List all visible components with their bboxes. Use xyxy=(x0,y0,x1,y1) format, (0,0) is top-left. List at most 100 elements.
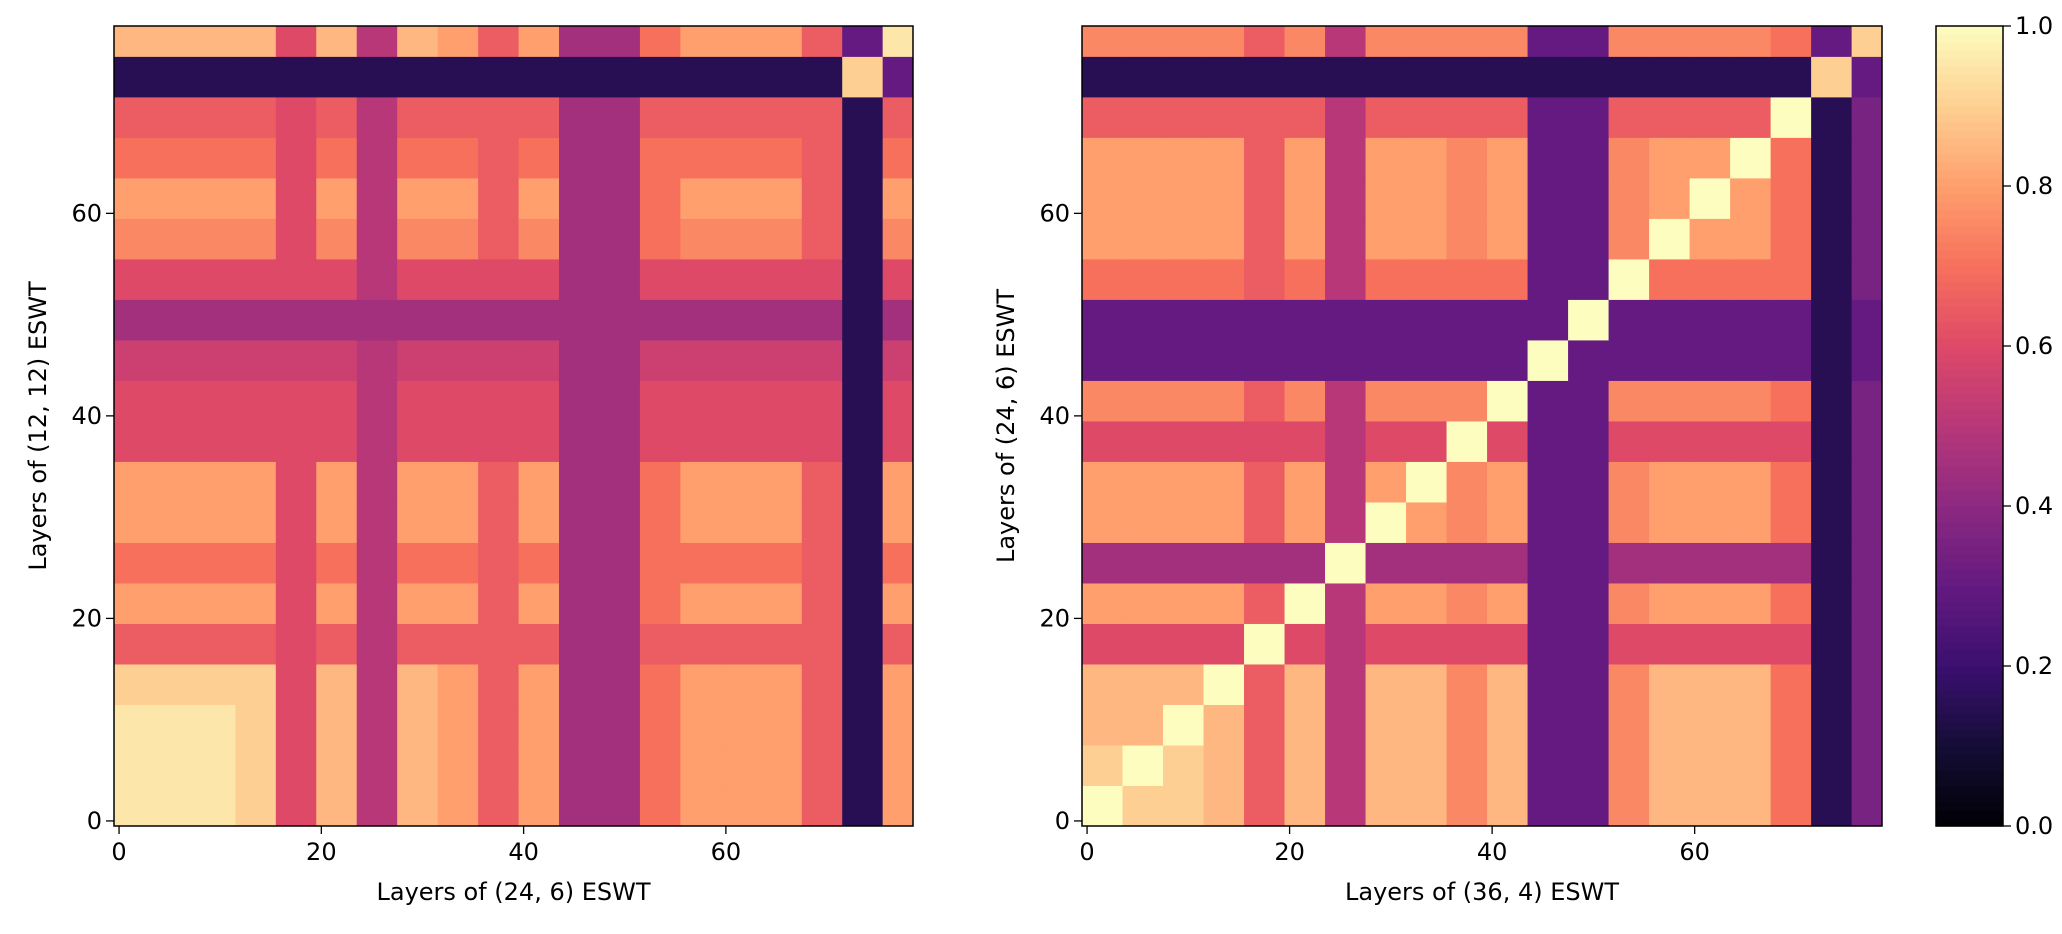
heatmap-cell xyxy=(1851,177,1883,219)
heatmap-cell xyxy=(356,380,398,422)
heatmap-cell xyxy=(1811,218,1853,260)
heatmap-cell xyxy=(1365,339,1407,381)
heatmap-cell xyxy=(1284,56,1326,98)
heatmap-cell xyxy=(1649,258,1691,300)
heatmap-cell xyxy=(559,420,600,462)
heatmap-cell xyxy=(761,461,803,503)
heatmap-cell xyxy=(1568,663,1610,705)
heatmap-cell xyxy=(1122,380,1164,422)
heatmap-cell xyxy=(1851,704,1883,746)
heatmap-cell xyxy=(1284,137,1326,179)
heatmap-cell xyxy=(559,339,600,381)
heatmap-cell xyxy=(639,623,681,665)
colorbar-swatch xyxy=(1936,370,2003,379)
heatmap-cell xyxy=(397,582,439,624)
colorbar-swatch xyxy=(1936,546,2003,555)
heatmap-cell xyxy=(275,218,317,260)
heatmap-cell xyxy=(1689,542,1731,584)
heatmap-cell xyxy=(882,582,914,624)
heatmap-cell xyxy=(114,663,155,705)
heatmap-cell xyxy=(599,420,641,462)
heatmap-cell xyxy=(235,218,277,260)
heatmap-cell xyxy=(1568,177,1610,219)
heatmap-cell xyxy=(599,218,641,260)
heatmap-cell xyxy=(316,744,358,786)
heatmap-cell xyxy=(235,420,277,462)
heatmap-cell xyxy=(437,177,479,219)
heatmap-cell xyxy=(235,137,277,179)
heatmap-cell xyxy=(1770,380,1812,422)
colorbar-tick-label: 0.6 xyxy=(2015,332,2053,360)
heatmap-cell xyxy=(275,785,317,827)
colorbar-swatch xyxy=(1936,746,2003,755)
heatmap-cell xyxy=(114,218,155,260)
heatmap-cell xyxy=(761,339,803,381)
heatmap-cell xyxy=(1446,623,1488,665)
heatmap-cell xyxy=(1851,501,1883,543)
heatmap-cell xyxy=(275,380,317,422)
heatmap-cell xyxy=(1082,582,1124,624)
heatmap-cell xyxy=(1608,704,1650,746)
heatmap-cell xyxy=(397,704,439,746)
heatmap-cell xyxy=(518,582,560,624)
y-tick-label: 0 xyxy=(1055,807,1070,835)
heatmap-cell xyxy=(478,623,520,665)
heatmap-cell xyxy=(1325,299,1367,341)
colorbar-swatch xyxy=(1936,362,2003,371)
heatmap-cell xyxy=(1446,137,1488,179)
heatmap-cell xyxy=(154,501,196,543)
heatmap-cell xyxy=(1406,339,1448,381)
heatmap-cell xyxy=(1122,56,1164,98)
heatmap-cell xyxy=(1406,785,1448,827)
heatmap-cell xyxy=(1770,582,1812,624)
heatmap-cell xyxy=(1770,339,1812,381)
colorbar-swatch xyxy=(1936,386,2003,395)
colorbar-swatch xyxy=(1936,138,2003,147)
heatmap-cell xyxy=(882,299,914,341)
heatmap-cell xyxy=(1770,420,1812,462)
colorbar-tick-label: 1.0 xyxy=(2015,12,2053,40)
heatmap-cell xyxy=(1082,339,1124,381)
heatmap-cell xyxy=(1811,177,1853,219)
heatmap-cell xyxy=(680,299,722,341)
heatmap-cell xyxy=(599,542,641,584)
heatmap-cell xyxy=(599,299,641,341)
heatmap-cell xyxy=(1163,420,1205,462)
heatmap-cell xyxy=(599,785,641,827)
colorbar-swatch xyxy=(1936,178,2003,187)
heatmap-cell xyxy=(154,26,196,57)
heatmap-cell xyxy=(235,744,277,786)
heatmap-cell xyxy=(842,461,884,503)
heatmap-cell xyxy=(356,501,398,543)
heatmap-cell xyxy=(478,96,520,138)
heatmap-cell xyxy=(1163,177,1205,219)
heatmap-cell xyxy=(275,299,317,341)
heatmap-cell xyxy=(761,26,803,57)
heatmap-cell xyxy=(1244,420,1286,462)
heatmap-cell xyxy=(842,623,884,665)
heatmap-cell xyxy=(397,663,439,705)
heatmap-cell xyxy=(356,542,398,584)
heatmap-cell xyxy=(1811,420,1853,462)
heatmap-cell xyxy=(761,785,803,827)
colorbar-swatch xyxy=(1936,674,2003,683)
heatmap-cell xyxy=(1689,299,1731,341)
heatmap-cell xyxy=(882,380,914,422)
heatmap-cell xyxy=(1608,420,1650,462)
heatmap-cell xyxy=(1284,339,1326,381)
colorbar-swatch xyxy=(1936,586,2003,595)
heatmap-cell xyxy=(1527,56,1569,98)
heatmap-cell xyxy=(1811,299,1853,341)
heatmap-cell xyxy=(761,56,803,98)
colorbar-swatch xyxy=(1936,154,2003,163)
heatmap-cell xyxy=(397,744,439,786)
colorbar-swatch xyxy=(1936,170,2003,179)
heatmap-cell xyxy=(1365,299,1407,341)
heatmap-cell xyxy=(882,785,914,827)
heatmap-cell xyxy=(1203,339,1245,381)
heatmap-cell xyxy=(316,137,358,179)
heatmap-cell xyxy=(599,258,641,300)
heatmap-cell xyxy=(1649,501,1691,543)
heatmap-cell xyxy=(720,744,762,786)
colorbar-swatch xyxy=(1936,514,2003,523)
